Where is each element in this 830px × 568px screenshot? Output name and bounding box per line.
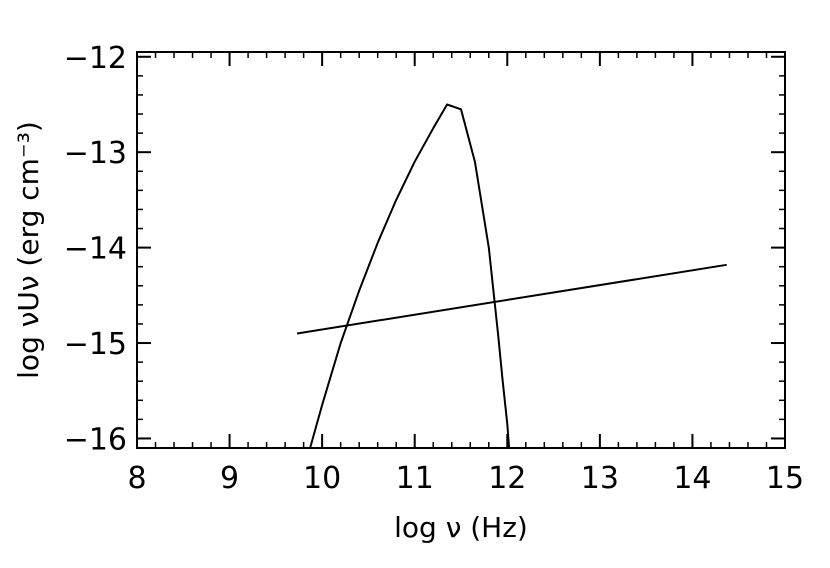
x-tick-label: 13 xyxy=(581,461,619,496)
x-tick-label: 9 xyxy=(220,461,239,496)
y-tick-label: −13 xyxy=(64,136,127,171)
x-axis-label: log ν (Hz) xyxy=(394,511,528,544)
x-tick-label: 8 xyxy=(127,461,146,496)
x-tick-label: 12 xyxy=(488,461,526,496)
plot-frame xyxy=(136,51,786,449)
axis-ticks xyxy=(136,52,786,448)
x-tick-label: 14 xyxy=(673,461,711,496)
tick-labels: 8 9 10 11 12 13 14 15 −16 −15 −14 −13 −12 xyxy=(64,41,804,496)
y-tick-label: −12 xyxy=(64,41,127,76)
y-tick-label: −16 xyxy=(64,422,127,457)
x-tick-label: 10 xyxy=(303,461,341,496)
x-tick-label: 15 xyxy=(766,461,804,496)
y-tick-label: −15 xyxy=(64,327,127,362)
x-tick-label: 11 xyxy=(396,461,434,496)
y-axis-label: log νUν (erg cm⁻³) xyxy=(12,121,45,379)
series-group xyxy=(296,103,727,448)
series-line-2 xyxy=(296,263,727,335)
series-line-1 xyxy=(309,103,511,448)
y-tick-label: −14 xyxy=(64,232,127,267)
